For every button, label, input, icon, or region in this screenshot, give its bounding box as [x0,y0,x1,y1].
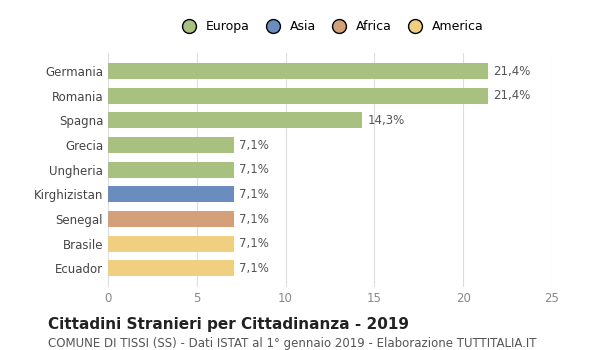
Text: 7,1%: 7,1% [239,139,269,152]
Legend: Europa, Asia, Africa, America: Europa, Asia, Africa, America [172,16,488,37]
Text: 7,1%: 7,1% [239,188,269,201]
Bar [108,137,234,153]
Bar [108,211,234,227]
Text: 7,1%: 7,1% [239,212,269,225]
Bar [108,63,488,79]
Text: COMUNE DI TISSI (SS) - Dati ISTAT al 1° gennaio 2019 - Elaborazione TUTTITALIA.I: COMUNE DI TISSI (SS) - Dati ISTAT al 1° … [48,336,536,350]
Text: 7,1%: 7,1% [239,237,269,250]
Bar [108,236,234,252]
Text: Cittadini Stranieri per Cittadinanza - 2019: Cittadini Stranieri per Cittadinanza - 2… [48,317,409,332]
Bar [108,88,488,104]
Text: 21,4%: 21,4% [493,89,531,102]
Bar [108,112,362,128]
Bar [108,162,234,178]
Text: 7,1%: 7,1% [239,262,269,275]
Text: 21,4%: 21,4% [493,65,531,78]
Bar [108,187,234,202]
Bar [108,260,234,276]
Text: 7,1%: 7,1% [239,163,269,176]
Text: 14,3%: 14,3% [367,114,404,127]
